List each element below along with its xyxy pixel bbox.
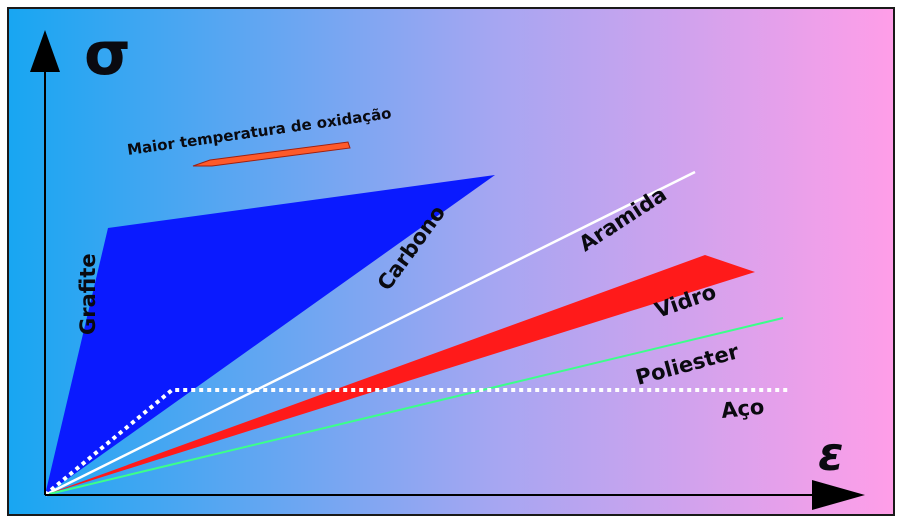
poliester-line (44, 317, 784, 496)
y-axis-symbol: σ (84, 19, 131, 89)
carbon-graphite-region (45, 175, 495, 495)
label-grafite: Grafite (76, 253, 100, 335)
x-axis-symbol: ε (818, 427, 844, 481)
x-axis-arrowhead (812, 480, 865, 510)
y-axis-arrowhead (30, 30, 60, 72)
aramida-line (44, 170, 696, 497)
label-aco: Aço (720, 395, 765, 423)
vidro-wedge (45, 255, 755, 495)
oxidation-arrow-icon (192, 141, 351, 167)
aco-dotted-curve (43, 388, 790, 497)
